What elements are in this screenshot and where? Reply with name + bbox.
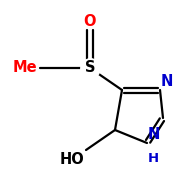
Text: S: S bbox=[85, 61, 95, 76]
Text: N: N bbox=[161, 74, 173, 89]
Text: N: N bbox=[148, 127, 160, 142]
Text: Me: Me bbox=[12, 61, 37, 76]
Text: H: H bbox=[148, 152, 159, 165]
Text: HO: HO bbox=[59, 152, 84, 167]
Text: O: O bbox=[84, 14, 96, 29]
